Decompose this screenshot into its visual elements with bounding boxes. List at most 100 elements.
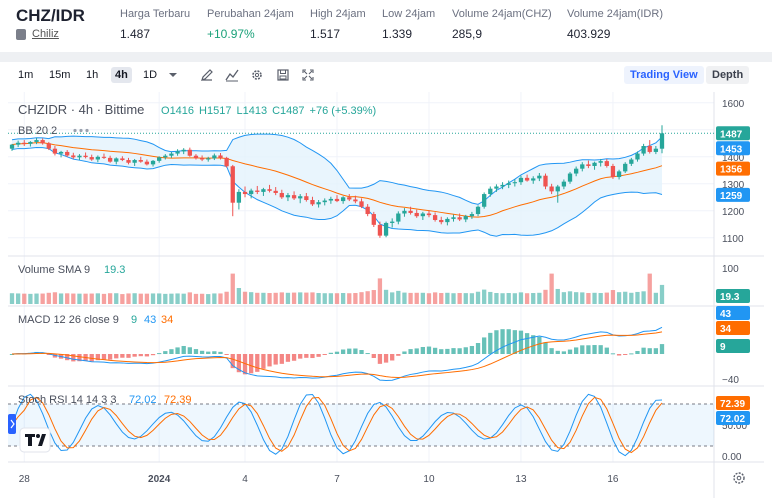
settings-gear-icon[interactable] (250, 68, 264, 82)
macd-legend-title: MACD 12 26 close 9 (18, 314, 119, 326)
macd-hist-bar (224, 354, 229, 355)
timeframe-1h[interactable]: 1h (86, 69, 99, 81)
candle-body (9, 144, 15, 149)
macd-hist-bar (555, 350, 560, 354)
macd-hist-bar (114, 354, 119, 359)
volume-bar (58, 293, 64, 304)
volume-bar (451, 293, 456, 304)
macd-hist-bar (218, 351, 223, 354)
macd-hist-bar (365, 353, 370, 355)
legend-more-dot[interactable] (85, 128, 89, 133)
fullscreen-icon[interactable] (301, 68, 315, 82)
volume-bar (659, 284, 665, 304)
chevron-down-icon[interactable] (166, 68, 180, 82)
macd-hist-bar (531, 335, 536, 354)
macd-hist-bar (500, 329, 505, 354)
sidebar-expand-handle[interactable] (8, 414, 16, 434)
tradingview-logo[interactable] (19, 427, 51, 453)
macd-hist-bar (255, 354, 260, 372)
candle-body (212, 155, 217, 159)
candle-body (359, 201, 364, 207)
macd-hist-bar (101, 354, 107, 360)
candle-body (181, 149, 186, 152)
volume-bar (71, 293, 76, 304)
macd-hist-bar (549, 348, 554, 354)
stoch-k-line (11, 393, 663, 457)
candle-body (561, 181, 567, 187)
macd-hist-bar (469, 345, 475, 354)
macd-hist-bar (316, 354, 321, 357)
volume-bar (543, 289, 548, 304)
candle-body (377, 224, 383, 236)
candle-body (408, 210, 413, 213)
legend-more-dot[interactable] (79, 128, 83, 133)
candle-body (249, 190, 254, 195)
price-tag: 1487 (720, 129, 743, 140)
timeframe-15m[interactable]: 15m (49, 69, 71, 81)
bb-basis-line (11, 142, 663, 218)
candle-body (114, 158, 119, 162)
volume-bar (144, 293, 150, 304)
macd-hist-bar (586, 345, 591, 354)
candle-body (469, 214, 475, 217)
candle-body (598, 161, 603, 163)
volume-bar (641, 291, 646, 304)
indicators-icon[interactable] (225, 68, 239, 82)
axis-settings-icon[interactable] (733, 472, 745, 484)
macd-hist-bar (647, 348, 652, 354)
macd-hist-bar (199, 350, 205, 354)
save-icon[interactable] (276, 68, 290, 82)
macd-hist-bar (279, 354, 284, 364)
volume-bar (114, 293, 119, 304)
candle-body (34, 140, 39, 142)
volume-bar (347, 293, 352, 304)
candle-body (524, 177, 530, 181)
macd-hist-bar (659, 344, 665, 354)
volume-bar (77, 293, 82, 304)
candle-body (402, 210, 407, 214)
volume-bar (549, 273, 554, 304)
candle-body (623, 163, 628, 172)
timeframe-1d[interactable]: 1D (143, 69, 158, 81)
candle-body (635, 153, 640, 160)
candle-body (206, 158, 211, 160)
price-tag: 1259 (720, 191, 743, 202)
volume-bar (279, 292, 284, 304)
macd-hist-bar (353, 348, 358, 354)
macd-hist-bar (451, 348, 456, 354)
trading-view-tab[interactable]: Trading View (624, 66, 704, 84)
volume-bar (567, 291, 573, 304)
depth-tab[interactable]: Depth (706, 66, 750, 84)
macd-hist-bar (567, 349, 573, 354)
macd-signal-line (11, 331, 663, 379)
bb-fill (12, 134, 662, 237)
volume-bar (310, 292, 315, 304)
volume-bar (175, 293, 180, 304)
volume-bar (22, 293, 27, 304)
volume-bar (500, 293, 505, 304)
timeframe-1m[interactable]: 1m (18, 69, 34, 81)
legend-more-dot[interactable] (73, 128, 77, 133)
chart-canvas[interactable]: 160015001400130012001100100−4050.000.002… (8, 92, 764, 498)
candle-body (46, 143, 51, 149)
volume-bar (298, 292, 303, 304)
legend-ohlc: O1416 H1517 L1413 C1487 +76 (+5.39%) (161, 105, 376, 117)
macd-hist-bar (9, 354, 15, 355)
macd-hist-bar (377, 354, 383, 364)
macd-hist-bar (175, 347, 180, 354)
drawing-pen-icon[interactable] (200, 68, 214, 82)
volume-bar (580, 292, 585, 304)
volume-bar (604, 292, 609, 304)
volume-bar (218, 293, 223, 304)
timeframe-4h[interactable]: 4h (111, 67, 132, 83)
coin-name-link[interactable]: Chiliz (32, 28, 59, 40)
stat-label-low: Low 24jam (382, 8, 436, 20)
macd-hist-bar (236, 354, 242, 373)
macd-hist-bar (181, 345, 186, 354)
candle-body (95, 156, 100, 160)
volume-tick-label: 100 (722, 264, 739, 275)
chart-area[interactable]: 160015001400130012001100100−4050.000.002… (8, 92, 764, 498)
stat-value-change: +10.97% (207, 27, 255, 41)
candle-body (445, 218, 450, 223)
volume-bar (365, 291, 370, 304)
